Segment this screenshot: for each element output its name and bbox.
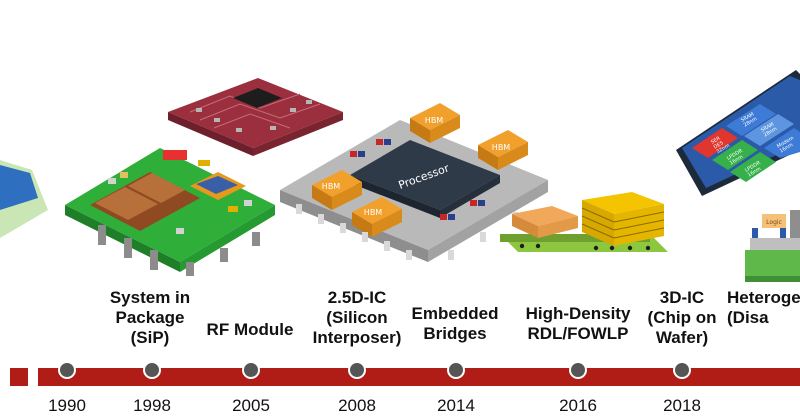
milestone-label-rf-module: RF Module xyxy=(206,320,294,339)
year-label: 2014 xyxy=(437,396,475,415)
timeline-bar xyxy=(38,368,800,386)
hbm-chip-label: HBM xyxy=(364,208,383,217)
timeline-dot xyxy=(673,361,691,379)
year-label: 1990 xyxy=(48,396,86,415)
year-label: 2018 xyxy=(663,396,701,415)
timeline-dot xyxy=(348,361,366,379)
year-label: 2005 xyxy=(232,396,270,415)
milestone-label-sip: System in Package (SiP) xyxy=(109,288,191,347)
hbm-chip-label: HBM xyxy=(492,143,511,152)
timeline-dot xyxy=(58,361,76,379)
illustration-1990-package xyxy=(0,160,48,238)
package-illustrations: Processor HBM HBM HBM HBM xyxy=(0,70,800,282)
timeline-dot xyxy=(242,361,260,379)
timeline-dot xyxy=(447,361,465,379)
milestone-label-rdl-fowlp: High-Density RDL/FOWLP xyxy=(525,304,631,343)
timeline-dot xyxy=(143,361,161,379)
year-label: 2016 xyxy=(559,396,597,415)
milestone-label-embedded-bridges: Embedded Bridges xyxy=(411,304,499,343)
hbm-chip-label: HBM xyxy=(322,182,341,191)
illustration-sip-board xyxy=(65,148,275,276)
year-label: 1998 xyxy=(133,396,171,415)
timeline-bar-start xyxy=(10,368,28,386)
timeline-dot xyxy=(569,361,587,379)
illustration-heterogeneous: Logic xyxy=(745,210,800,282)
milestone-label-25d-ic: 2.5D-IC (Silicon Interposer) xyxy=(312,288,402,347)
milestone-label-heterogeneous: Heteroge (Disa xyxy=(727,288,800,327)
year-label: 2008 xyxy=(338,396,376,415)
illustration-3d-ic: SERDES32nm SRAM28nm SRAM28nm LPDDR16nm L… xyxy=(676,70,800,196)
illustration-rf-module xyxy=(168,78,343,156)
illustration-rdl-fowlp xyxy=(500,192,668,252)
illustration-25d-ic: Processor HBM HBM HBM HBM xyxy=(280,103,548,262)
hbm-chip-label: HBM xyxy=(425,116,444,125)
hetero-chip-label: Logic xyxy=(766,219,782,226)
milestone-label-3d-ic: 3D-IC (Chip on Wafer) xyxy=(647,288,717,347)
